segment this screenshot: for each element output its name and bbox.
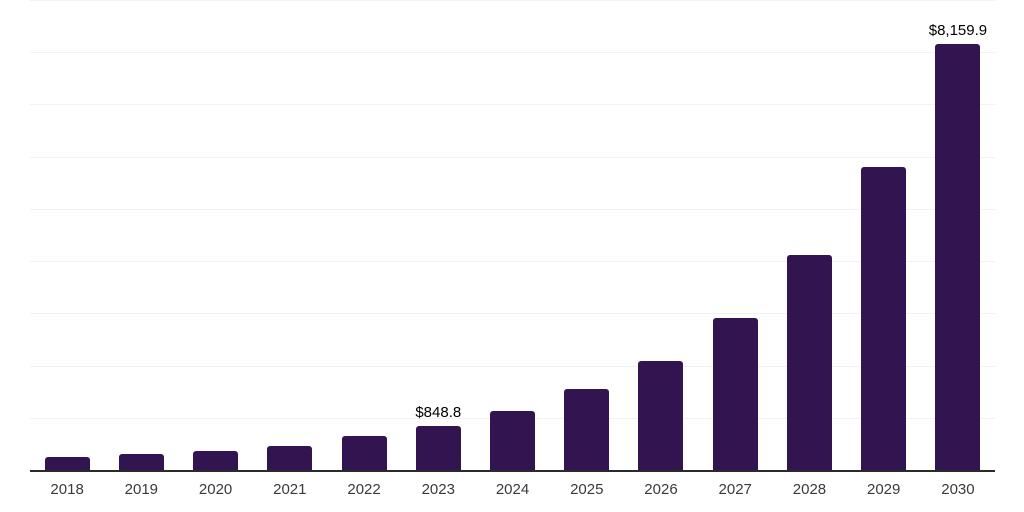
bar-cell xyxy=(550,0,624,470)
bar-cell xyxy=(253,0,327,470)
bar-2024 xyxy=(490,411,536,470)
bar-cell xyxy=(847,0,921,470)
gridline xyxy=(30,104,995,106)
bar-2020 xyxy=(193,450,239,470)
gridline xyxy=(30,52,995,54)
bar-cell xyxy=(178,0,252,470)
x-tick-label: 2026 xyxy=(644,481,678,498)
bar-cell xyxy=(772,0,846,470)
x-tick-label: 2024 xyxy=(495,481,530,498)
x-axis-labels: 2018 2019 2020 2021 2022 2023 2024 2025 2026 2027… xyxy=(30,481,995,498)
bar-2018 xyxy=(44,456,90,470)
gridline xyxy=(30,261,995,263)
gridline xyxy=(30,156,995,158)
x-tick-label: 2028 xyxy=(792,481,827,498)
bar-2030 xyxy=(935,43,981,470)
bar-cell xyxy=(624,0,698,470)
bar-2022 xyxy=(341,436,387,470)
bar-cell: $848.8 xyxy=(401,0,475,470)
x-tick-label: 2020 xyxy=(198,481,233,498)
gridline xyxy=(30,313,995,315)
x-tick-label: 2022 xyxy=(347,481,381,498)
bar-cell xyxy=(30,0,104,470)
bar-2027 xyxy=(712,318,758,470)
x-tick-label: 2029 xyxy=(867,481,901,498)
x-tick-label: 2030 xyxy=(941,481,975,498)
bar-cell: $8,159.9 xyxy=(921,0,995,470)
bar-2025 xyxy=(564,389,610,470)
x-tick-label: 2025 xyxy=(570,481,604,498)
bar-2029 xyxy=(861,166,907,470)
gridline xyxy=(30,365,995,367)
x-tick-label: 2019 xyxy=(124,481,159,498)
bar-2021 xyxy=(267,446,313,470)
x-tick-label: 2027 xyxy=(718,481,752,498)
x-tick-label: 2023 xyxy=(421,481,455,498)
bar-cell xyxy=(104,0,178,470)
bar-cell xyxy=(475,0,549,470)
x-tick-label: 2018 xyxy=(50,481,84,498)
gridline xyxy=(30,0,995,1)
gridline xyxy=(30,208,995,210)
bar-2026 xyxy=(638,360,684,470)
plot-area: $848.8 $8,159.9 xyxy=(30,0,995,472)
bar-2023 xyxy=(415,425,461,470)
bars-row: $848.8 $8,159.9 xyxy=(30,0,995,470)
x-tick-label: 2021 xyxy=(273,481,307,498)
bar-2019 xyxy=(118,453,164,470)
bar-cell xyxy=(327,0,401,470)
bar-value-label: $8,159.9 xyxy=(928,21,988,39)
bar-cell xyxy=(698,0,772,470)
bar-value-label: $848.8 xyxy=(415,403,462,421)
bar-2028 xyxy=(786,254,832,470)
